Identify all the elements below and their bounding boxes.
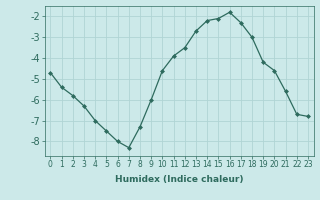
X-axis label: Humidex (Indice chaleur): Humidex (Indice chaleur) xyxy=(115,175,244,184)
